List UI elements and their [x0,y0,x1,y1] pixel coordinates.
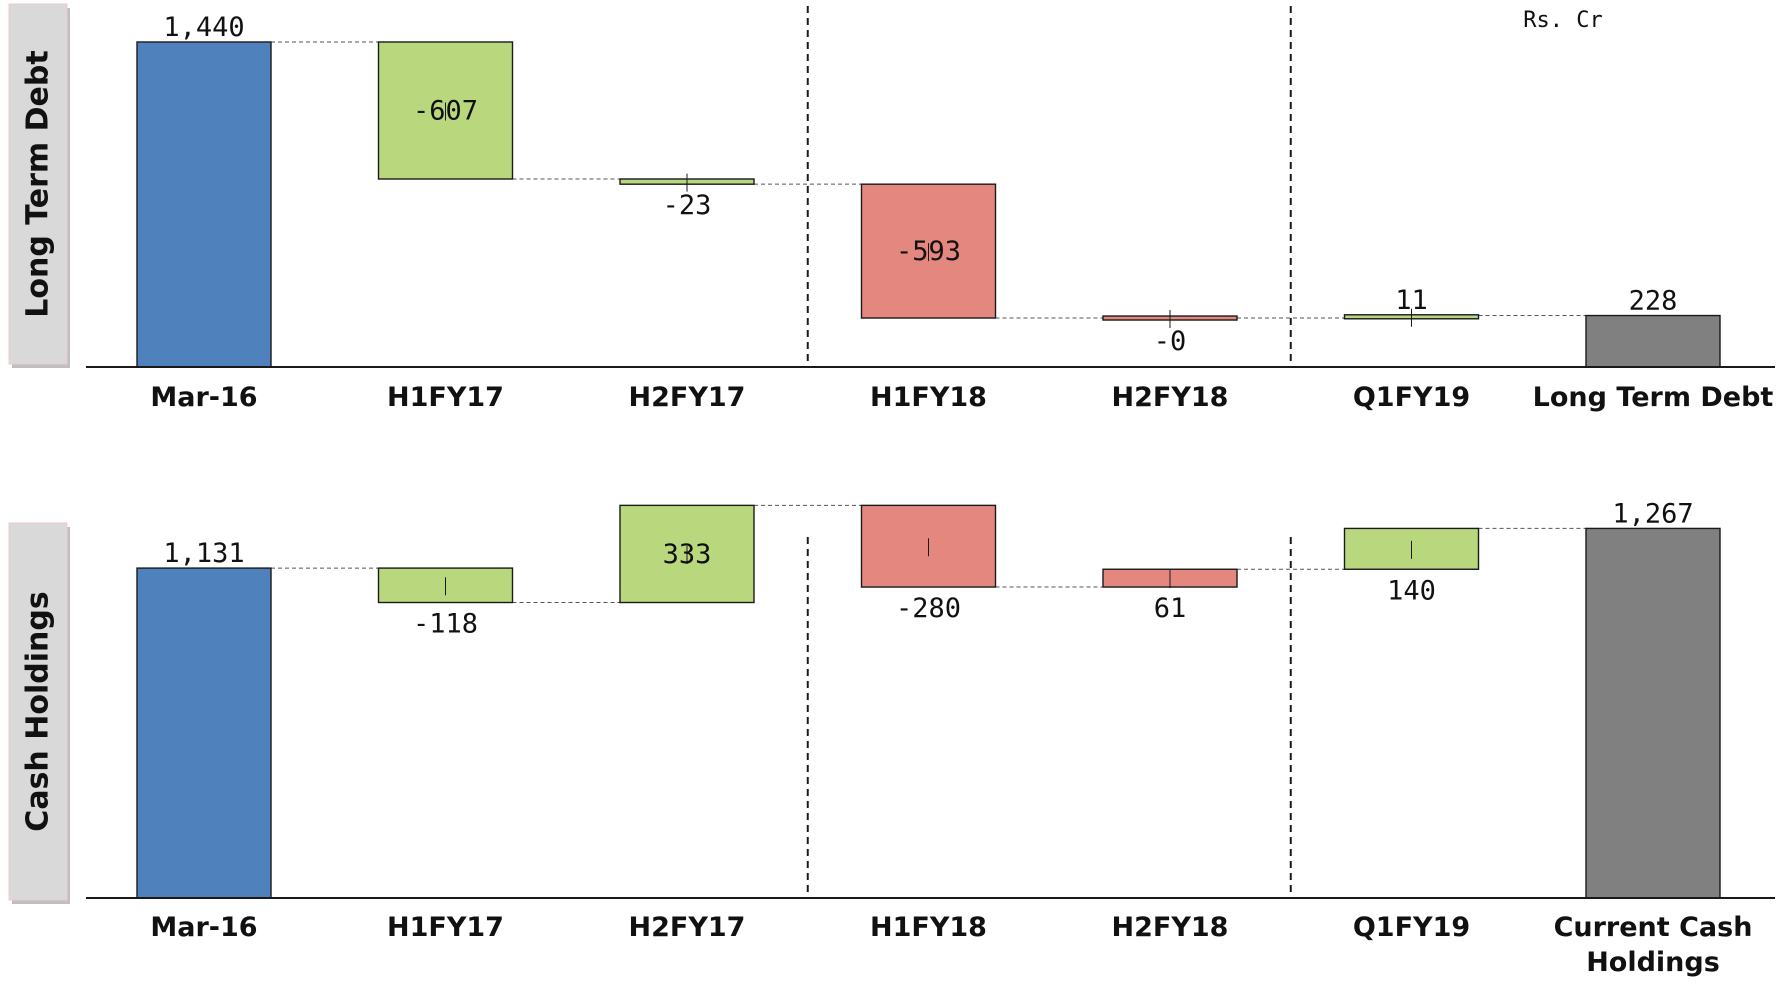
category-label: H1FY17 [387,382,504,413]
value-label: 333 [663,539,712,570]
category-label: Mar-16 [150,912,257,943]
value-label: 1,131 [163,538,244,569]
value-label: 1,440 [163,12,244,43]
cash-holdings-chart: Cash Holdings 1,131 Mar-16 -118 H1FY17 333 H2F… [8,498,1775,978]
category-label: H2FY17 [629,912,746,943]
category-label: Mar-16 [150,382,257,413]
value-label: 140 [1387,575,1436,606]
category-label: Long Term Debt [1533,382,1774,413]
bar-mar-16 [136,567,272,899]
unit-note: Rs. Cr [1523,8,1602,33]
value-label: -118 [413,609,478,640]
bar-long-term-debt [1585,314,1721,368]
value-label: -0 [1154,326,1187,357]
value-label: -593 [896,236,961,267]
category-label: H2FY17 [629,382,746,413]
side-label-box [8,3,68,365]
side-label-box [8,522,68,901]
side-label: Long Term Debt [21,50,56,317]
bar-mar-16 [136,41,272,368]
value-label: -607 [413,95,478,126]
category-label: H1FY18 [870,912,987,943]
category-label: Current Cash Holdings [1554,912,1753,978]
category-label: Q1FY19 [1353,382,1470,413]
side-label: Cash Holdings [21,591,56,831]
value-label: 11 [1395,285,1428,316]
category-label: H2FY18 [1112,912,1229,943]
category-label: Q1FY19 [1353,912,1470,943]
value-label: 61 [1154,593,1187,624]
category-label: H2FY18 [1112,382,1229,413]
value-label: -23 [663,190,712,221]
long-term-debt-chart: Long Term Debt 1,440 Mar-16 -607 H1FY17 -23 H2… [8,3,1775,413]
value-label: 1,267 [1612,498,1693,529]
value-label: -280 [896,593,961,624]
bar-current-cash-holdings [1585,527,1721,899]
category-label: H1FY18 [870,382,987,413]
value-label: 228 [1629,286,1678,317]
category-label: H1FY17 [387,912,504,943]
